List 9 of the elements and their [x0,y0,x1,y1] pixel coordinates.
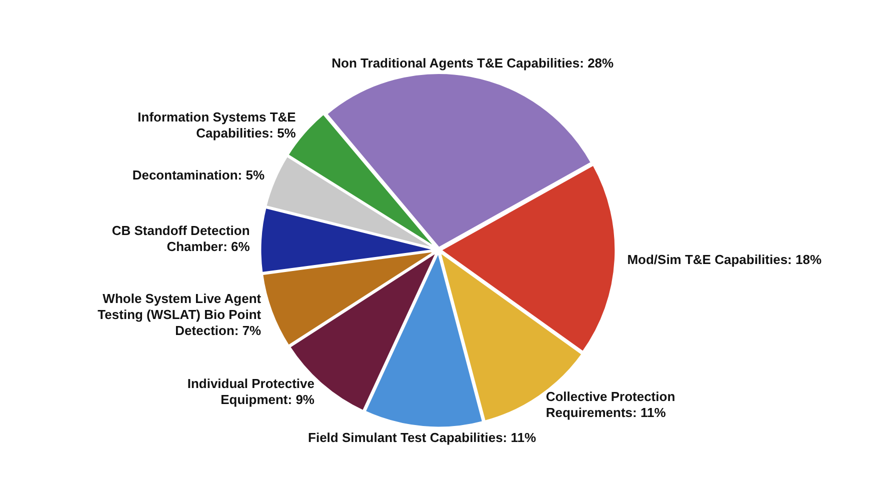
slice-label: Individual Protective Equipment: 9% [187,376,315,408]
slice-label: Non Traditional Agents T&E Capabilities: 28% [332,56,614,71]
slice-label: Mod/Sim T&E Capabilities: 18% [627,252,822,268]
slice-label: CB Standoff Detection Chamber: 6% [112,223,250,254]
slice-label: Whole System Live Agent Testing (WSLAT) Bio Point Detection: 7% [98,290,262,338]
slice-label: Decontamination: 5% [132,168,265,183]
slice-label: Field Simulant Test Capabilities: 11% [308,430,536,445]
slice-label: Information Systems T&E Capabilities: 5% [138,110,296,141]
slice-label: Collective Protection Requirements: 11% [546,389,676,420]
